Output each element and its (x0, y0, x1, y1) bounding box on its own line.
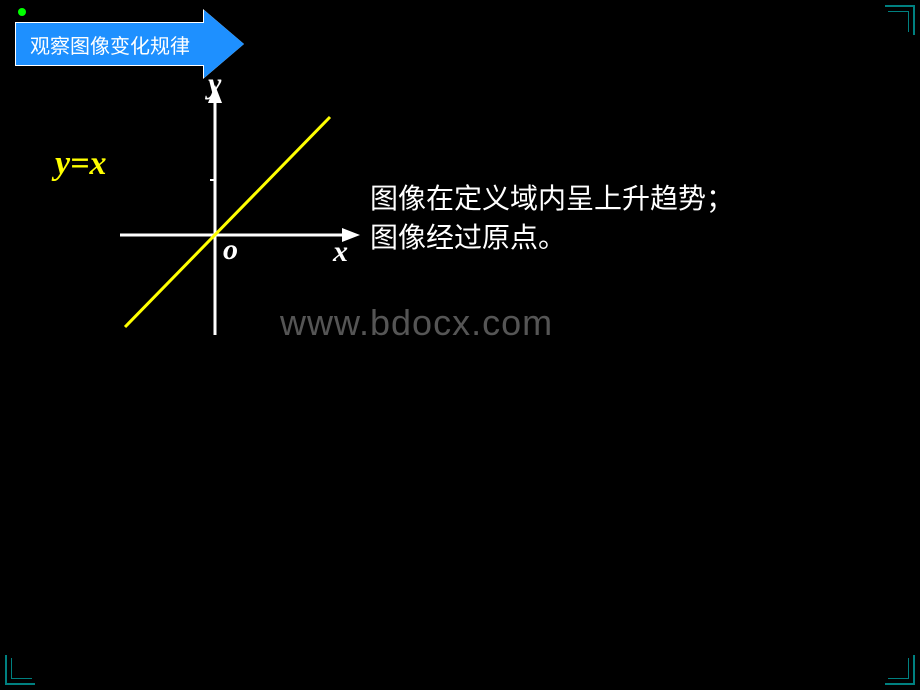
corner-bracket-bl (5, 655, 35, 685)
watermark-text: www.bdocx.com (280, 302, 553, 344)
x-axis-label: x (333, 235, 348, 269)
title-banner: 观察图像变化规律 (15, 22, 244, 66)
origin-label: o (223, 233, 238, 267)
corner-bracket-tr (885, 5, 915, 35)
corner-bracket-br (885, 655, 915, 685)
equation-label: y=x (55, 145, 106, 183)
banner-label: 观察图像变化规律 (15, 22, 205, 66)
function-line (125, 117, 330, 327)
description-line-2: 图像经过原点。 (370, 219, 734, 258)
y-axis-label: y (208, 67, 221, 101)
description-block: 图像在定义域内呈上升趋势； 图像经过原点。 (370, 180, 734, 258)
green-dot-icon (18, 8, 26, 16)
description-line-1: 图像在定义域内呈上升趋势； (370, 180, 734, 219)
